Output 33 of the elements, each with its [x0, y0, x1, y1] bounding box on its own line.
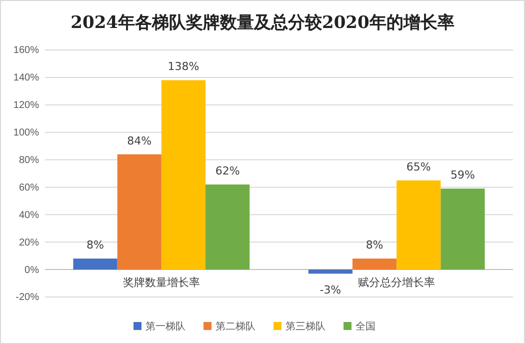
- data-label: 62%: [215, 164, 240, 178]
- y-tick-label: 160%: [13, 45, 40, 56]
- bar: [73, 258, 118, 270]
- y-tick-label: 80%: [18, 154, 40, 166]
- bar: [352, 258, 397, 270]
- bar: [206, 184, 250, 270]
- data-label: -3%: [320, 284, 342, 297]
- data-label: 138%: [168, 60, 200, 74]
- y-tick-label: -20%: [16, 292, 40, 304]
- chart-title: 2024年各梯队奖牌数量及总分较2020年的增长率: [70, 13, 454, 33]
- data-label: 8%: [86, 238, 104, 252]
- legend-label: 第二梯队: [216, 320, 256, 332]
- x-tick-label: 赋分总分增长率: [358, 276, 436, 289]
- bar: [117, 154, 162, 270]
- y-tick-label: 100%: [13, 128, 40, 139]
- legend-label: 第三梯队: [286, 320, 326, 332]
- x-tick-label: 奖牌数量增长率: [122, 276, 200, 289]
- data-label: 8%: [366, 238, 384, 252]
- y-tick-label: 20%: [18, 237, 40, 248]
- bar: [161, 80, 206, 270]
- data-label: 65%: [406, 160, 431, 174]
- y-tick-label: 140%: [13, 72, 40, 84]
- bar: [440, 188, 485, 270]
- bar: [396, 180, 441, 270]
- data-label: 59%: [450, 168, 475, 182]
- legend-label: 全国: [356, 320, 376, 332]
- y-tick-label: 0%: [24, 264, 40, 276]
- y-tick-label: 60%: [18, 182, 40, 194]
- y-tick-label: 120%: [13, 100, 40, 112]
- bar: [308, 270, 352, 274]
- legend-label: 第一梯队: [146, 320, 186, 332]
- data-label: 84%: [127, 134, 152, 148]
- y-tick-label: 40%: [18, 210, 40, 221]
